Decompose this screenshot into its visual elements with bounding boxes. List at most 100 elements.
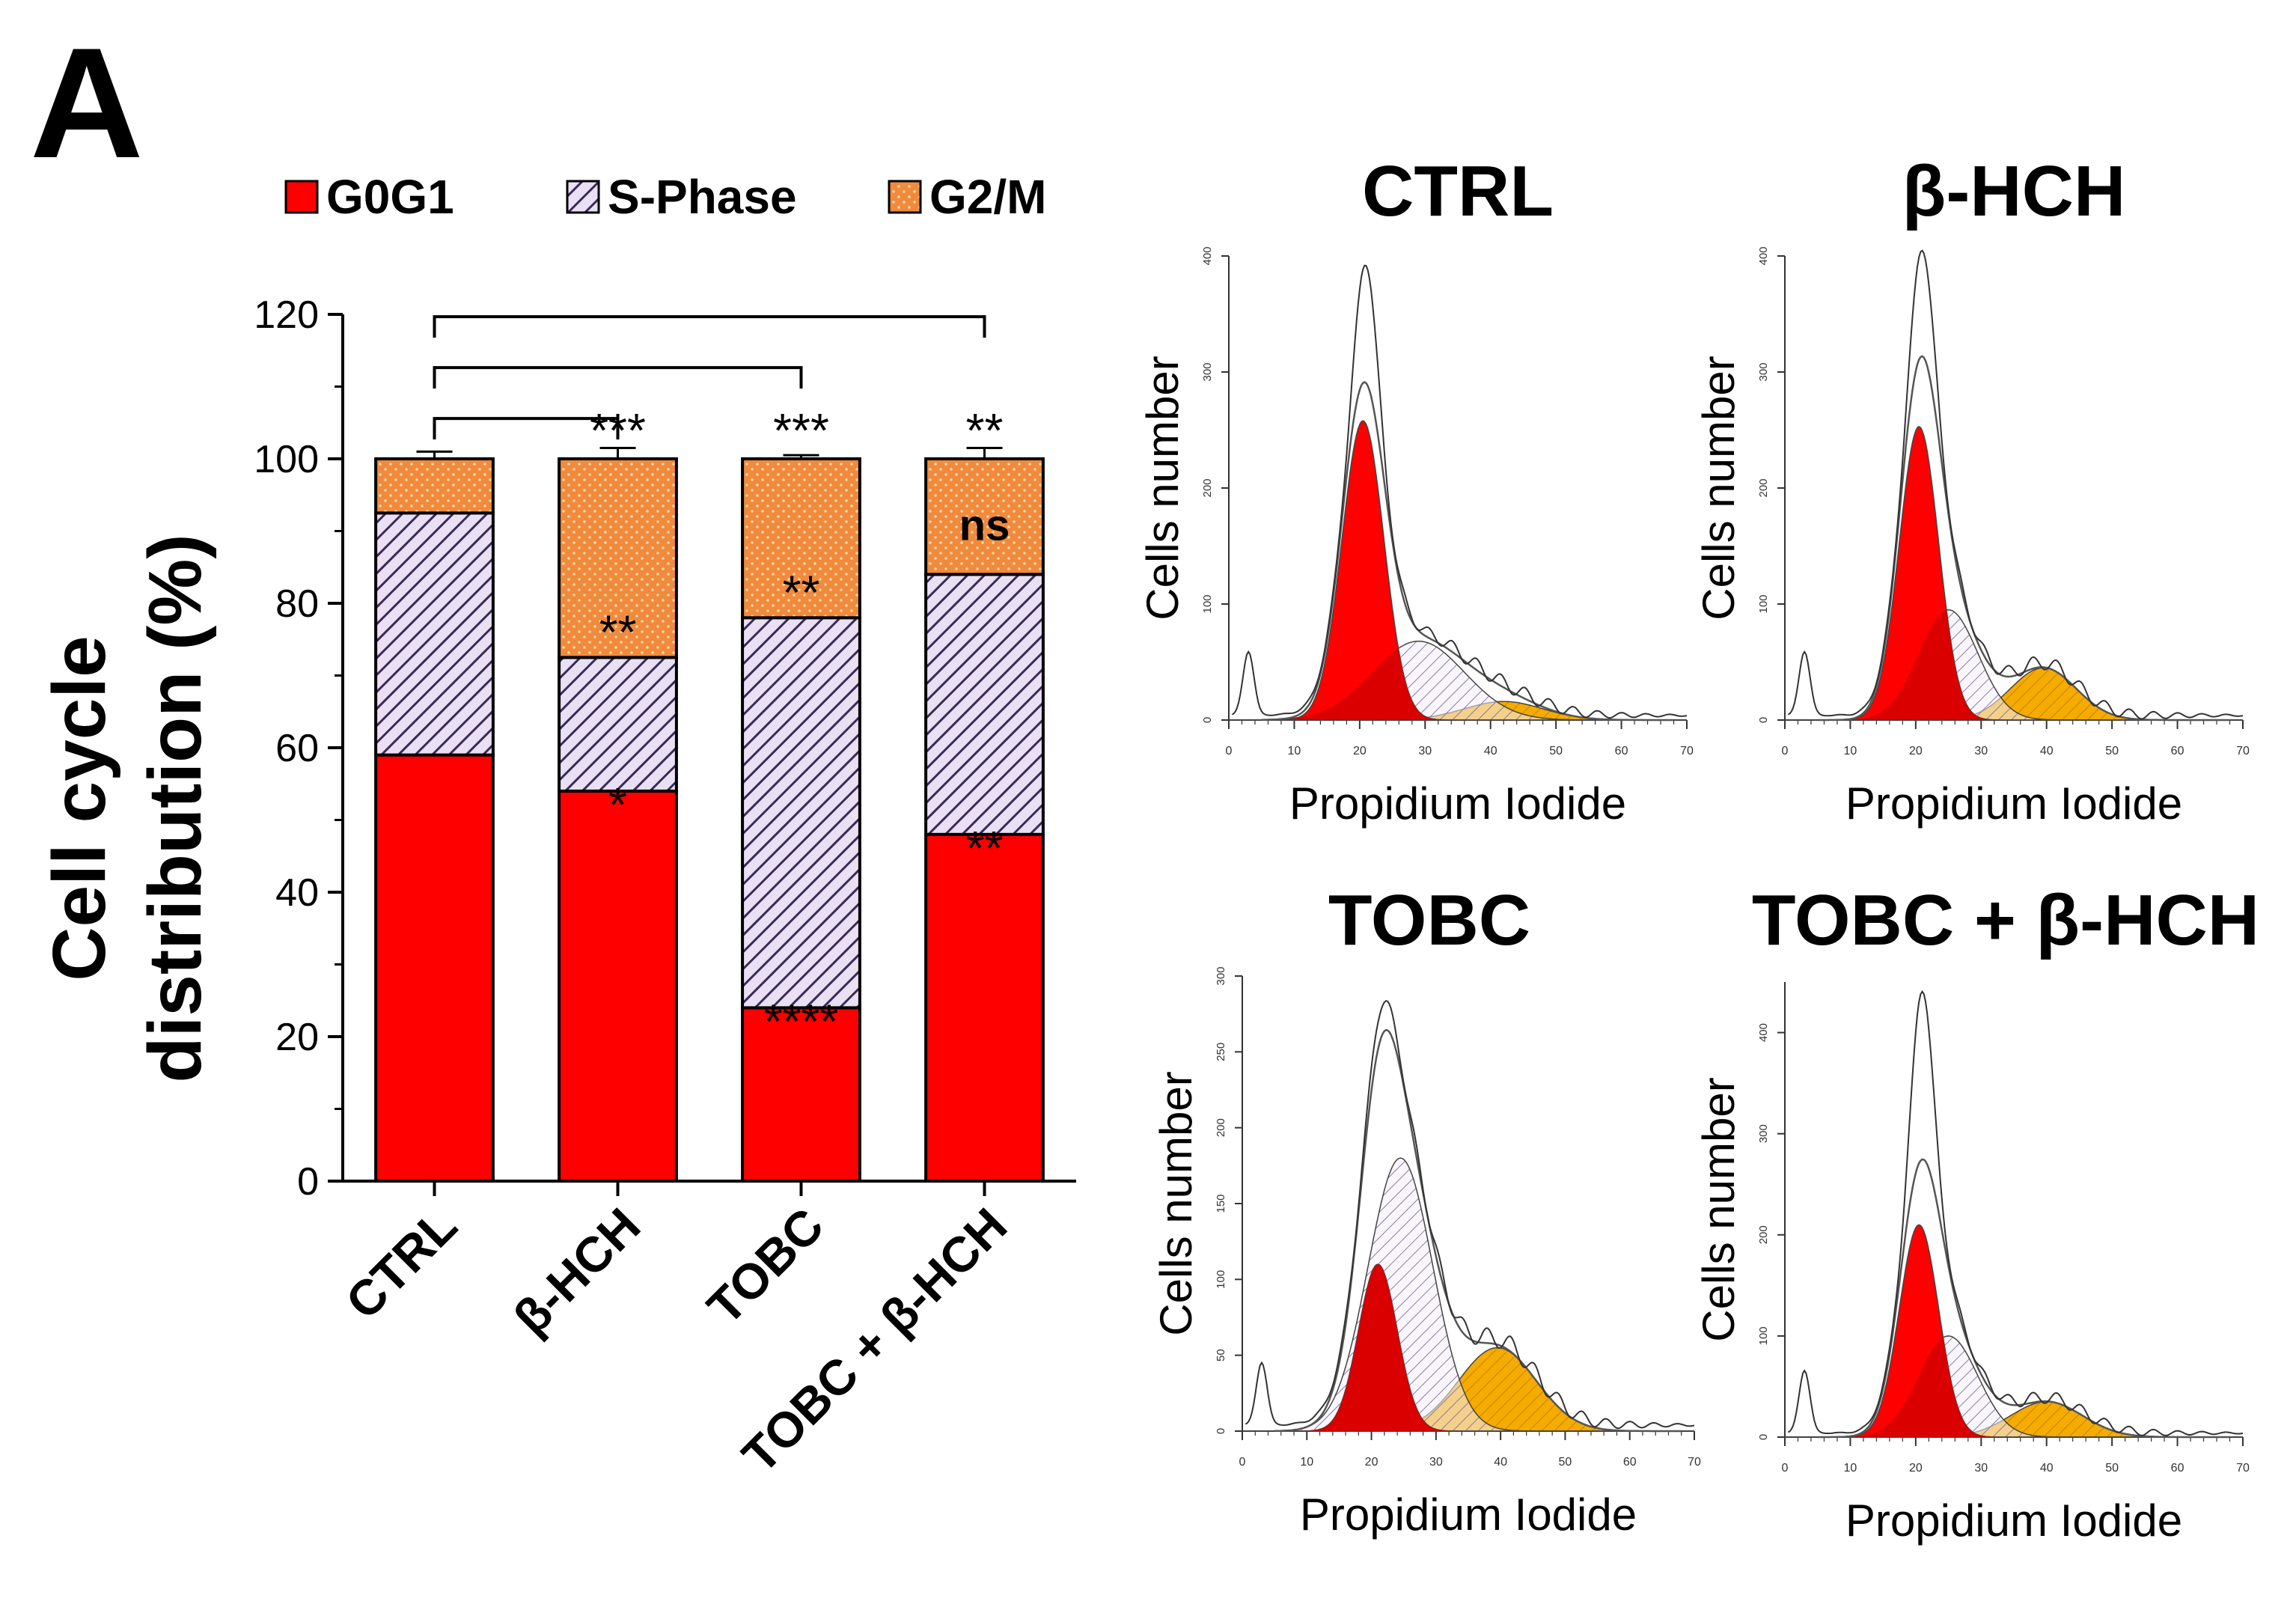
- histogram-y-tick-label: 150: [1215, 1194, 1227, 1213]
- legend-label-sphase: S-Phase: [608, 170, 797, 224]
- histogram-x-label: Propidium Iodide: [1289, 778, 1626, 829]
- comparison-bracket: [433, 315, 986, 338]
- histogram-panel: CTRL Propidium Iodide Cells number 0 10 20 30 4…: [1138, 151, 1694, 829]
- histogram-x-label: Propidium Iodide: [1300, 1489, 1637, 1540]
- peak-overlap: [1242, 1264, 1694, 1431]
- histogram-x-tick-label: 10: [1844, 1462, 1857, 1475]
- bar-g2m: [374, 457, 495, 515]
- legend-item-sphase: S-Phase: [566, 170, 797, 224]
- bar-g0g1: [924, 832, 1045, 1183]
- histogram-x-tick-label: 10: [1844, 745, 1857, 757]
- histogram-x-tick-label: 30: [1429, 1456, 1443, 1469]
- y-axis: 0 20 40 60 80 100 120: [254, 293, 1076, 1204]
- bar-g2m: [924, 457, 1045, 576]
- y-tick-label: 100: [254, 438, 319, 481]
- significance-total: ***: [773, 403, 829, 457]
- histogram-x-tick-label: 0: [1226, 745, 1233, 757]
- histogram-y-tick-label: 100: [1757, 594, 1770, 613]
- histogram-panels: CTRL Propidium Iodide Cells number 0 10 20 30 4…: [1138, 151, 2259, 1546]
- peak-overlap: [1785, 1338, 2243, 1437]
- histogram-y-tick-label: 300: [1215, 966, 1227, 985]
- bar-sphase: [924, 573, 1045, 836]
- histogram-y-tick-label: 300: [1201, 362, 1214, 381]
- histogram-x-tick-label: 60: [1623, 1456, 1637, 1469]
- histogram-x-tick-label: 70: [2236, 1462, 2250, 1475]
- histogram-x-tick-label: 20: [1353, 745, 1367, 757]
- significance-sphase: ns: [959, 501, 1010, 549]
- legend-label-g0g1: G0G1: [326, 170, 454, 224]
- histogram-y-tick-label: 100: [1757, 1326, 1770, 1345]
- bar-g0g1: [558, 789, 678, 1183]
- y-axis-title-line-1: Cell cycle: [37, 635, 121, 981]
- histogram-y-label: Cells number: [1151, 1071, 1201, 1335]
- peak-overlap: [1785, 610, 2243, 720]
- raw-histogram: [1231, 264, 1688, 719]
- histogram-y-tick-label: 100: [1215, 1270, 1227, 1289]
- significance-sphase: **: [599, 605, 637, 659]
- histogram-y-tick-label: 200: [1215, 1118, 1227, 1137]
- bars: *****************ns**: [374, 403, 1045, 1196]
- histogram-x-tick-label: 10: [1300, 1456, 1313, 1469]
- histogram-x-tick-label: 50: [1549, 745, 1563, 757]
- legend-swatch-g2m: [888, 180, 922, 214]
- histogram-y-tick-label: 200: [1757, 1225, 1770, 1244]
- x-category-label: TOBC: [697, 1198, 834, 1335]
- histogram-y-label: Cells number: [1694, 1077, 1744, 1341]
- legend: G0G1 S-Phase G2/M: [284, 170, 1046, 224]
- histogram-y-tick-label: 400: [1201, 246, 1214, 265]
- significance-g0g1: ****: [764, 994, 839, 1048]
- histogram-y-tick-label: 0: [1215, 1428, 1227, 1434]
- histogram-title: TOBC + β-HCH: [1752, 880, 2259, 960]
- histogram-x-tick-label: 30: [1418, 745, 1432, 757]
- comparison-bracket: [433, 366, 803, 389]
- histogram-x-tick-label: 70: [1680, 745, 1694, 757]
- raw-histogram: [1787, 989, 2244, 1436]
- bar-g2m: [558, 457, 678, 659]
- histogram-x-label: Propidium Iodide: [1845, 778, 2182, 829]
- y-tick-label: 40: [275, 871, 319, 915]
- peak-g2m-hatch: [1242, 1347, 1694, 1431]
- histogram-x-tick-label: 50: [1559, 1456, 1572, 1469]
- peak-g2m-hatch: [1785, 1401, 2243, 1437]
- peak-sphase: [1229, 640, 1687, 721]
- histogram-y-tick-label: 50: [1215, 1349, 1227, 1361]
- peak-overlap: [1229, 649, 1687, 720]
- histogram-y-label: Cells number: [1694, 356, 1744, 620]
- legend-item-g0g1: G0G1: [284, 170, 454, 224]
- histogram-x-tick-label: 70: [2236, 745, 2250, 757]
- histogram-y-tick-label: 250: [1215, 1043, 1227, 1061]
- histogram-x-tick-label: 40: [2040, 1462, 2054, 1475]
- histogram-x-tick-label: 30: [1974, 1462, 1988, 1475]
- histogram-panel: β-HCH Propidium Iodide Cells number 0 10 20 30…: [1694, 151, 2250, 829]
- x-category-label: β-HCH: [503, 1198, 650, 1345]
- histogram-title: TOBC: [1328, 880, 1530, 960]
- histogram-x-tick-label: 60: [2171, 745, 2184, 757]
- histogram-y-label: Cells number: [1138, 356, 1188, 620]
- legend-item-g2m: G2/M: [888, 170, 1046, 224]
- histogram-panel: TOBC + β-HCH Propidium Iodide Cells number…: [1694, 880, 2259, 1546]
- histogram-y-tick-label: 0: [1201, 717, 1214, 723]
- peak-g2m-hatch: [1785, 668, 2243, 720]
- histogram-y-tick-label: 0: [1757, 1434, 1770, 1440]
- histogram-y-tick-label: 200: [1201, 478, 1214, 497]
- bar-g2m: [741, 457, 861, 620]
- significance-g0g1: *: [608, 778, 627, 832]
- comparison-brackets: [433, 315, 986, 440]
- histogram-x-tick-label: 50: [2105, 1462, 2119, 1475]
- legend-swatch-sphase: [566, 180, 600, 214]
- bar-g0g1: [741, 1006, 861, 1183]
- histogram-y-tick-label: 0: [1757, 717, 1770, 723]
- y-tick-label: 80: [275, 582, 319, 626]
- comparison-bracket: [433, 417, 620, 440]
- legend-swatch-g0g1: [284, 180, 319, 214]
- histogram-x-tick-label: 0: [1782, 1462, 1789, 1475]
- legend-label-g2m: G2/M: [929, 170, 1046, 224]
- histogram-x-tick-label: 60: [1615, 745, 1628, 757]
- histogram-x-tick-label: 0: [1239, 1456, 1246, 1469]
- histogram-x-tick-label: 40: [1484, 745, 1497, 757]
- histogram-x-tick-label: 30: [1974, 745, 1988, 757]
- histogram-title: β-HCH: [1902, 151, 2126, 231]
- y-tick-label: 60: [275, 727, 319, 770]
